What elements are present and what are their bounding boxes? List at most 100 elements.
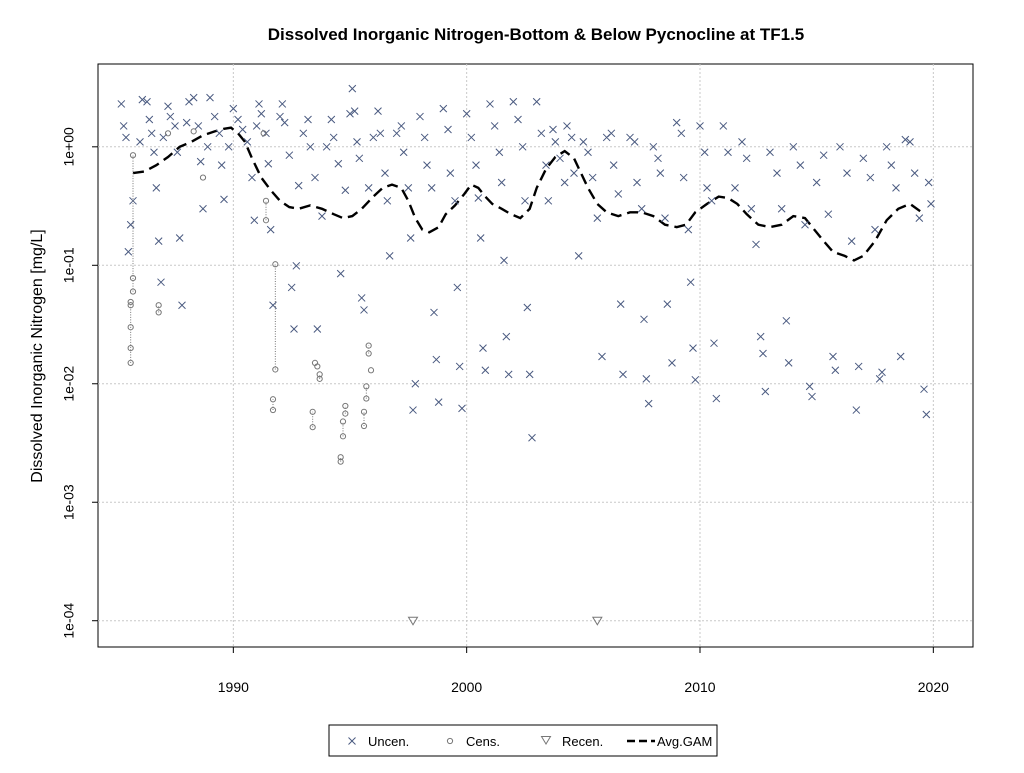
uncensored-point: [836, 142, 844, 151]
x-marker-stroke: [311, 173, 319, 182]
uncensored-point: [689, 344, 697, 352]
x-marker-stroke: [439, 104, 448, 113]
uncensored-point: [416, 112, 424, 121]
x-marker-stroke: [399, 148, 408, 157]
uncensored-point: [306, 142, 315, 151]
x-marker-stroke: [353, 138, 361, 146]
x-marker-stroke: [409, 406, 417, 414]
x-marker-stroke: [455, 362, 464, 371]
uncensored-point: [563, 122, 571, 130]
x-marker-stroke: [707, 196, 716, 205]
x-marker-stroke: [458, 404, 466, 413]
uncensored-point: [467, 133, 476, 142]
uncensored-point: [593, 214, 602, 222]
x-marker-stroke: [759, 349, 767, 358]
uncensored-point: [357, 294, 366, 302]
x-marker-stroke: [836, 142, 844, 151]
x-tick-label: 2010: [684, 679, 715, 695]
censored-point: [337, 454, 344, 461]
uncensored-point: [439, 104, 448, 113]
uncensored-point: [637, 204, 646, 213]
x-marker-stroke: [248, 173, 256, 182]
x-marker-stroke: [334, 159, 343, 168]
x-marker-stroke: [906, 138, 914, 146]
uncensored-point: [486, 100, 494, 108]
x-marker-stroke: [229, 104, 238, 113]
uncensored-point: [551, 138, 560, 146]
recensored-point: [407, 616, 419, 626]
uncensored-point: [217, 161, 226, 170]
x-marker-stroke: [567, 133, 576, 142]
uncensored-point: [444, 125, 452, 134]
uncensored-point: [430, 308, 438, 317]
x-marker-stroke: [119, 122, 128, 130]
y-axis: 1e+00 1e-01 1e-02 1e-03 1e-04: [61, 127, 98, 639]
censored-point: [316, 375, 323, 382]
x-marker-stroke: [532, 97, 541, 106]
x-marker-stroke: [560, 178, 569, 187]
uncensored-point: [549, 125, 557, 134]
uncensored-point: [866, 173, 875, 182]
x-marker-stroke: [924, 178, 933, 187]
x-marker-stroke: [481, 366, 490, 375]
x-marker-stroke: [427, 184, 436, 192]
uncensored-point: [215, 129, 224, 138]
censored-point: [127, 298, 134, 306]
x-marker-stroke: [752, 240, 760, 249]
uncensored-point: [731, 184, 739, 192]
x-marker-stroke: [446, 169, 455, 177]
x-marker-stroke: [731, 184, 739, 192]
uncensored-point: [157, 278, 165, 287]
uncensored-point: [255, 100, 263, 108]
censored-point: [164, 130, 172, 137]
uncensored-point: [381, 169, 389, 177]
uncensored-point: [446, 169, 455, 177]
uncensored-point: [290, 325, 298, 333]
x-marker-stroke: [504, 370, 513, 379]
censored-point: [260, 130, 267, 137]
censored-point: [342, 402, 349, 410]
x-marker-stroke: [616, 300, 625, 308]
uncensored-point: [642, 375, 651, 383]
y-axis-label: Dissolved Inorganic Nitrogen [mg/L]: [29, 229, 46, 482]
censored-point: [309, 424, 316, 431]
x-marker-stroke: [644, 399, 653, 408]
x-marker-stroke: [502, 332, 511, 341]
censored-point: [337, 458, 344, 465]
uncensored-point: [117, 100, 126, 108]
uncensored-point: [119, 122, 128, 130]
uncensored-point: [521, 196, 529, 205]
x-marker-stroke: [584, 148, 592, 157]
uncensored-point: [859, 154, 868, 163]
uncensored-point: [280, 118, 289, 127]
x-marker-stroke: [360, 306, 368, 314]
x-marker-stroke: [252, 122, 261, 130]
x-marker-stroke: [859, 154, 868, 163]
uncensored-point: [528, 433, 536, 442]
uncensored-point: [756, 332, 765, 341]
uncensored-point: [924, 178, 933, 187]
x-marker-stroke: [150, 148, 158, 157]
uncensored-point: [385, 252, 394, 260]
x-marker-stroke: [385, 252, 394, 260]
x-marker-stroke: [210, 112, 219, 121]
x-marker-stroke: [318, 212, 326, 220]
x-marker-stroke: [563, 122, 571, 130]
uncensored-point: [752, 240, 760, 249]
legend-label-gam: Avg.GAM: [657, 734, 712, 749]
uncensored-point: [248, 173, 256, 182]
uncensored-point: [175, 234, 184, 242]
uncensored-point: [451, 196, 459, 205]
uncensored-point: [203, 142, 212, 151]
uncensored-point: [458, 404, 466, 413]
uncensored-point: [663, 300, 672, 308]
uncensored-point: [812, 178, 821, 187]
x-marker-stroke: [712, 394, 721, 403]
censored-point: [127, 344, 134, 352]
x-marker-stroke: [166, 112, 175, 121]
uncensored-point: [427, 184, 436, 192]
x-marker-stroke: [523, 303, 532, 312]
x-marker-stroke: [537, 129, 546, 138]
censored-point: [155, 309, 162, 316]
uncensored-point: [829, 352, 837, 361]
